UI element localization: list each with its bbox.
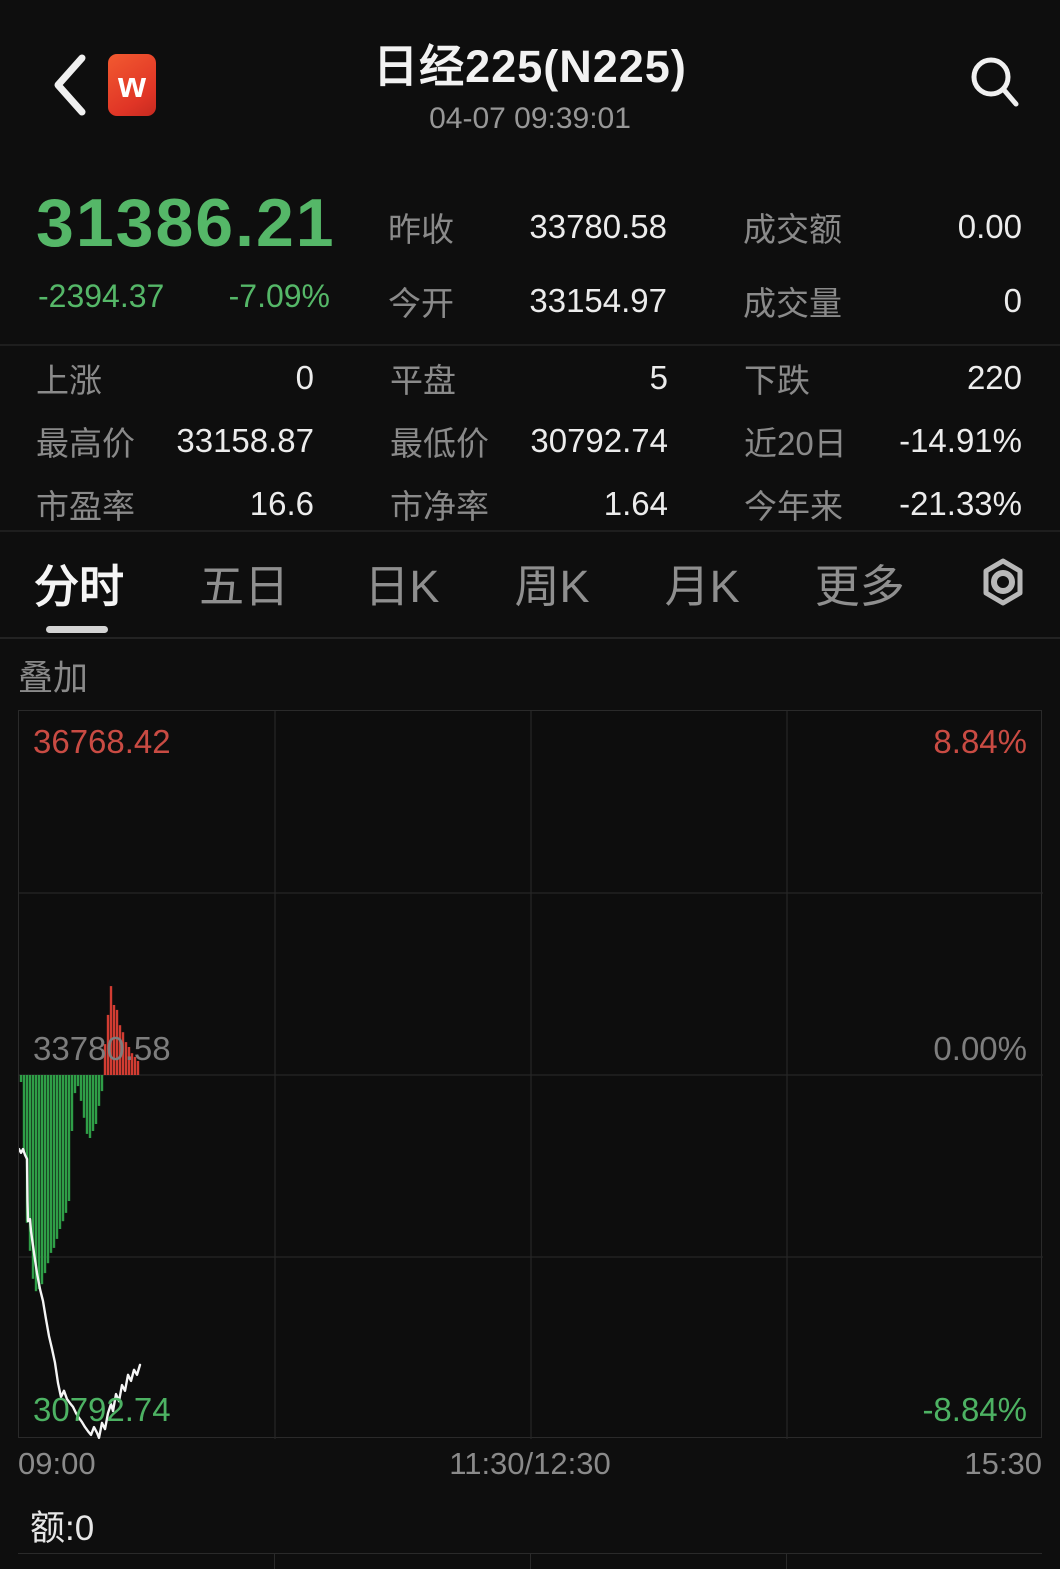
- stat-label: 平盘: [390, 362, 456, 399]
- quote-stats-row: 今开 33154.97 成交量 0: [388, 264, 1022, 338]
- stat-value: 1.64: [603, 485, 668, 522]
- chart-ymin-price: 30792.74: [33, 1391, 171, 1428]
- section-divider: [0, 637, 1060, 639]
- quote-stats-grid: 昨收 33780.58 成交额 0.00 今开 33154.97 成交量 0: [388, 190, 1022, 338]
- price-section: 31386.21 -2394.37 -7.09% 昨收 33780.58 成交额…: [0, 168, 1060, 343]
- stat-label: 成交量: [743, 285, 842, 322]
- grid-stub: [274, 1554, 275, 1569]
- gear-icon: [983, 558, 1023, 606]
- stat-label: 最高价: [36, 425, 135, 462]
- active-tab-underline: [46, 626, 108, 633]
- stat-value: 0.00: [957, 208, 1022, 245]
- stat-label: 近20日: [744, 425, 847, 462]
- time-axis: 09:00 11:30/12:30 15:30: [18, 1446, 1042, 1482]
- stat-label: 最低价: [390, 425, 489, 462]
- stat-value: 16.6: [249, 485, 314, 522]
- stat-high: 最高价 33158.87: [36, 417, 314, 465]
- back-chevron-icon: [54, 54, 86, 116]
- grid-stub: [530, 1554, 531, 1569]
- stat-prev-close: 昨收 33780.58: [388, 203, 667, 251]
- stat-volume: 成交量 0: [743, 277, 1022, 325]
- stats-row: 最高价 33158.87 最低价 30792.74 近20日 -14.91%: [36, 411, 1022, 471]
- chart-ymax-pct: 8.84%: [933, 723, 1027, 760]
- stat-pe: 市盈率 16.6: [36, 480, 314, 528]
- time-tick-close: 15:30: [964, 1446, 1042, 1481]
- stat-label: 上涨: [36, 362, 102, 399]
- tab-daily-k[interactable]: 日K: [364, 560, 440, 612]
- turnover-amount-label: 额:0: [30, 1509, 95, 1548]
- chart-ymin-pct: -8.84%: [922, 1391, 1027, 1428]
- time-tick-midday: 11:30/12:30: [449, 1446, 611, 1481]
- minute-chart[interactable]: 36768.42 8.84% 33780.58 0.00% 30792.74 -…: [18, 710, 1043, 1439]
- stat-label: 市盈率: [36, 488, 135, 525]
- header: w 日经225(N225) 04-07 09:39:01: [0, 0, 1060, 165]
- stat-ytd: 今年来 -21.33%: [744, 480, 1022, 528]
- wind-logo: w: [108, 54, 156, 116]
- stat-value: 33154.97: [529, 282, 667, 319]
- time-tick-open: 09:00: [18, 1446, 96, 1481]
- stat-label: 今年来: [744, 488, 843, 525]
- stat-low: 最低价 30792.74: [390, 417, 668, 465]
- stat-advancers: 上涨 0: [36, 354, 314, 402]
- chart-tab-bar: 分时 五日 日K 周K 月K 更多: [0, 540, 1060, 638]
- price-change-pct: -7.09%: [228, 278, 330, 314]
- stat-turnover: 成交额 0.00: [743, 203, 1022, 251]
- stat-value: 220: [966, 359, 1022, 396]
- stat-open: 今开 33154.97: [388, 277, 667, 325]
- stat-unchanged: 平盘 5: [390, 354, 668, 402]
- back-button[interactable]: [46, 50, 94, 120]
- search-icon: [971, 57, 1019, 107]
- search-button[interactable]: [966, 52, 1022, 112]
- stat-value: 33780.58: [529, 208, 667, 245]
- stat-decliners: 下跌 220: [744, 354, 1022, 402]
- price-change: -2394.37: [38, 278, 165, 314]
- wind-logo-letter: w: [117, 64, 146, 105]
- stat-label: 今开: [388, 285, 454, 322]
- stats-row: 市盈率 16.6 市净率 1.64 今年来 -21.33%: [36, 474, 1022, 534]
- section-divider: [0, 530, 1060, 532]
- stat-value: 5: [649, 359, 668, 396]
- stat-value: -14.91%: [899, 422, 1022, 459]
- stat-value: 33158.87: [176, 422, 314, 459]
- stat-value: -21.33%: [899, 485, 1022, 522]
- tab-minute[interactable]: 分时: [34, 560, 125, 612]
- market-stats-section: 上涨 0 平盘 5 下跌 220 最高价 33158.87 最低价 30792.…: [36, 348, 1022, 528]
- stat-label: 下跌: [744, 362, 810, 399]
- price-change-row: -2394.37 -7.09%: [38, 278, 330, 315]
- stat-label: 昨收: [388, 211, 454, 248]
- stat-value: 0: [1003, 282, 1022, 319]
- stats-row: 上涨 0 平盘 5 下跌 220: [36, 348, 1022, 408]
- grid-stub: [786, 1554, 787, 1569]
- quote-timestamp: 04-07 09:39:01: [429, 102, 631, 135]
- stat-pb: 市净率 1.64: [390, 480, 668, 528]
- stat-20day: 近20日 -14.91%: [744, 417, 1022, 465]
- chart-ymax-price: 36768.42: [33, 723, 171, 760]
- volume-panel-edge: [18, 1553, 1042, 1569]
- current-price: 31386.21: [36, 185, 336, 261]
- section-divider: [0, 344, 1060, 346]
- chart-mid-price: 33780.58: [33, 1030, 171, 1067]
- chart-settings-button[interactable]: [980, 557, 1026, 607]
- tab-more[interactable]: 更多: [814, 560, 905, 612]
- overlay-button[interactable]: 叠加: [18, 659, 89, 698]
- tab-weekly-k[interactable]: 周K: [514, 560, 590, 612]
- tab-5day[interactable]: 五日: [199, 560, 290, 612]
- stat-label: 成交额: [743, 211, 842, 248]
- stat-value: 0: [295, 359, 314, 396]
- tab-monthly-k[interactable]: 月K: [664, 560, 740, 612]
- page-title: 日经225(N225): [373, 41, 687, 92]
- quote-stats-row: 昨收 33780.58 成交额 0.00: [388, 190, 1022, 264]
- stat-label: 市净率: [390, 488, 489, 525]
- chart-mid-pct: 0.00%: [933, 1030, 1027, 1067]
- stat-value: 30792.74: [530, 422, 668, 459]
- minute-chart-svg: [19, 711, 1043, 1439]
